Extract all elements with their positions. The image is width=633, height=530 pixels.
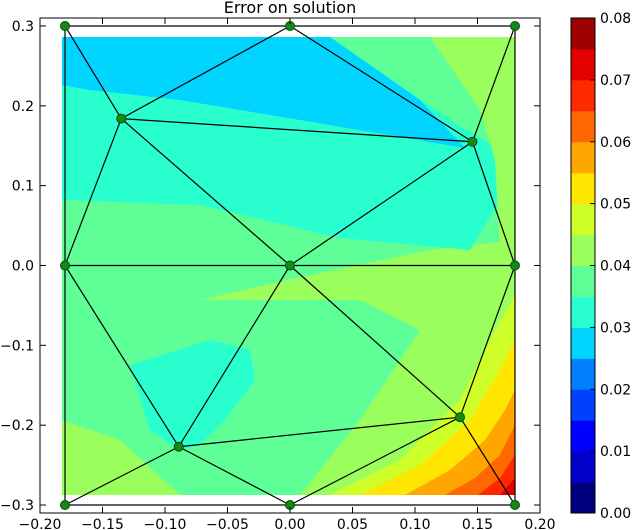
colorbar-tick-label: 0.07: [600, 73, 631, 89]
colorbar-segment: [571, 18, 595, 50]
x-tick-label: 0.05: [337, 517, 368, 530]
colorbar-segment: [571, 482, 595, 514]
mesh-edge: [64, 265, 180, 448]
x-tick-label: −0.05: [206, 517, 249, 530]
mesh-edge: [178, 416, 461, 448]
mesh-edge: [459, 416, 516, 506]
mesh-node: [510, 20, 520, 31]
colorbar-segment: [571, 265, 595, 297]
mesh-node: [510, 260, 520, 271]
colorbar-segment: [571, 358, 595, 390]
x-tick-label: 0.15: [462, 517, 493, 530]
mesh-node: [60, 20, 70, 31]
colorbar-tick-label: 0.04: [600, 259, 631, 275]
colorbar-tick-label: 0.01: [600, 444, 631, 460]
colorbar-segment: [571, 327, 595, 359]
x-tick-label: 0.10: [399, 517, 430, 530]
mesh-node: [510, 500, 520, 511]
x-tick-label: −0.10: [144, 517, 187, 530]
colorbar-segment: [571, 48, 595, 81]
mesh-edges: [64, 25, 516, 506]
chart-title: Error on solution: [224, 0, 356, 17]
mesh-edge: [178, 446, 291, 506]
colorbar-segment: [571, 203, 595, 236]
y-tick-label: 0.2: [12, 99, 34, 115]
y-axis: 0.3 0.2 0.1 0.0 −0.1 −0.2 −0.3: [0, 19, 540, 514]
colorbar-segment: [571, 141, 595, 174]
colorbar-tick-label: 0.06: [600, 135, 631, 151]
x-tick-label: −0.20: [19, 517, 62, 530]
x-tick-label: 0.00: [274, 517, 305, 530]
mesh-node: [116, 113, 127, 124]
contour-band: [500, 478, 515, 495]
colorbar-segment: [571, 172, 595, 205]
colorbar-segment: [571, 389, 595, 421]
colorbar-segment: [571, 234, 595, 266]
contour-band: [62, 37, 465, 148]
mesh-edge: [289, 416, 461, 506]
mesh-edge: [459, 265, 516, 418]
x-tick-label: 0.20: [524, 517, 555, 530]
mesh-edge: [178, 265, 291, 448]
mesh-edge: [64, 446, 180, 506]
mesh-node: [60, 500, 70, 511]
colorbar-tick-label: 0.02: [600, 382, 631, 398]
y-tick-label: 0.1: [12, 179, 34, 195]
mesh-edge: [64, 25, 122, 119]
colorbar-tick-label: 0.05: [600, 197, 631, 213]
mesh-node: [285, 260, 295, 271]
colorbar-tick-label: 0.03: [600, 320, 631, 336]
contour-band: [130, 340, 255, 450]
colorbar: 0.00 0.01 0.02 0.03 0.04 0.05 0.06 0.07 0.08: [570, 11, 631, 522]
colorbar-segment: [571, 110, 595, 143]
mesh-edge: [120, 25, 291, 120]
mesh-node: [60, 260, 70, 271]
y-tick-label: 0.0: [12, 259, 34, 275]
mesh-edge: [289, 265, 461, 418]
colorbar-segment: [571, 451, 595, 483]
colorbar-tick-label: 0.08: [600, 11, 631, 27]
colorbar-tick-label: 0.00: [600, 506, 631, 522]
mesh-edge: [289, 141, 473, 266]
mesh-edge: [120, 118, 291, 266]
mesh-node: [455, 412, 465, 423]
y-tick-label: −0.1: [0, 338, 34, 354]
x-axis: −0.20 −0.15 −0.10 −0.05 0.00 0.05 0.10 0.15 0.20: [19, 18, 556, 530]
colorbar-segment: [571, 296, 595, 328]
mesh-nodes: [60, 20, 520, 511]
contour-band: [430, 37, 515, 260]
x-tick-label: −0.15: [81, 517, 124, 530]
y-tick-label: −0.3: [0, 498, 34, 514]
contour-band: [478, 455, 515, 495]
mesh-edge: [471, 141, 516, 266]
mesh-edge: [64, 118, 122, 266]
colorbar-segment: [571, 79, 595, 112]
y-tick-label: 0.3: [12, 19, 34, 35]
mesh-edge: [121, 117, 473, 143]
colorbar-segment: [571, 420, 595, 452]
mesh-node: [467, 136, 478, 147]
mesh-node: [173, 441, 184, 452]
mesh-edge: [471, 25, 516, 142]
y-tick-label: −0.2: [0, 418, 34, 434]
mesh-edge: [289, 25, 473, 143]
